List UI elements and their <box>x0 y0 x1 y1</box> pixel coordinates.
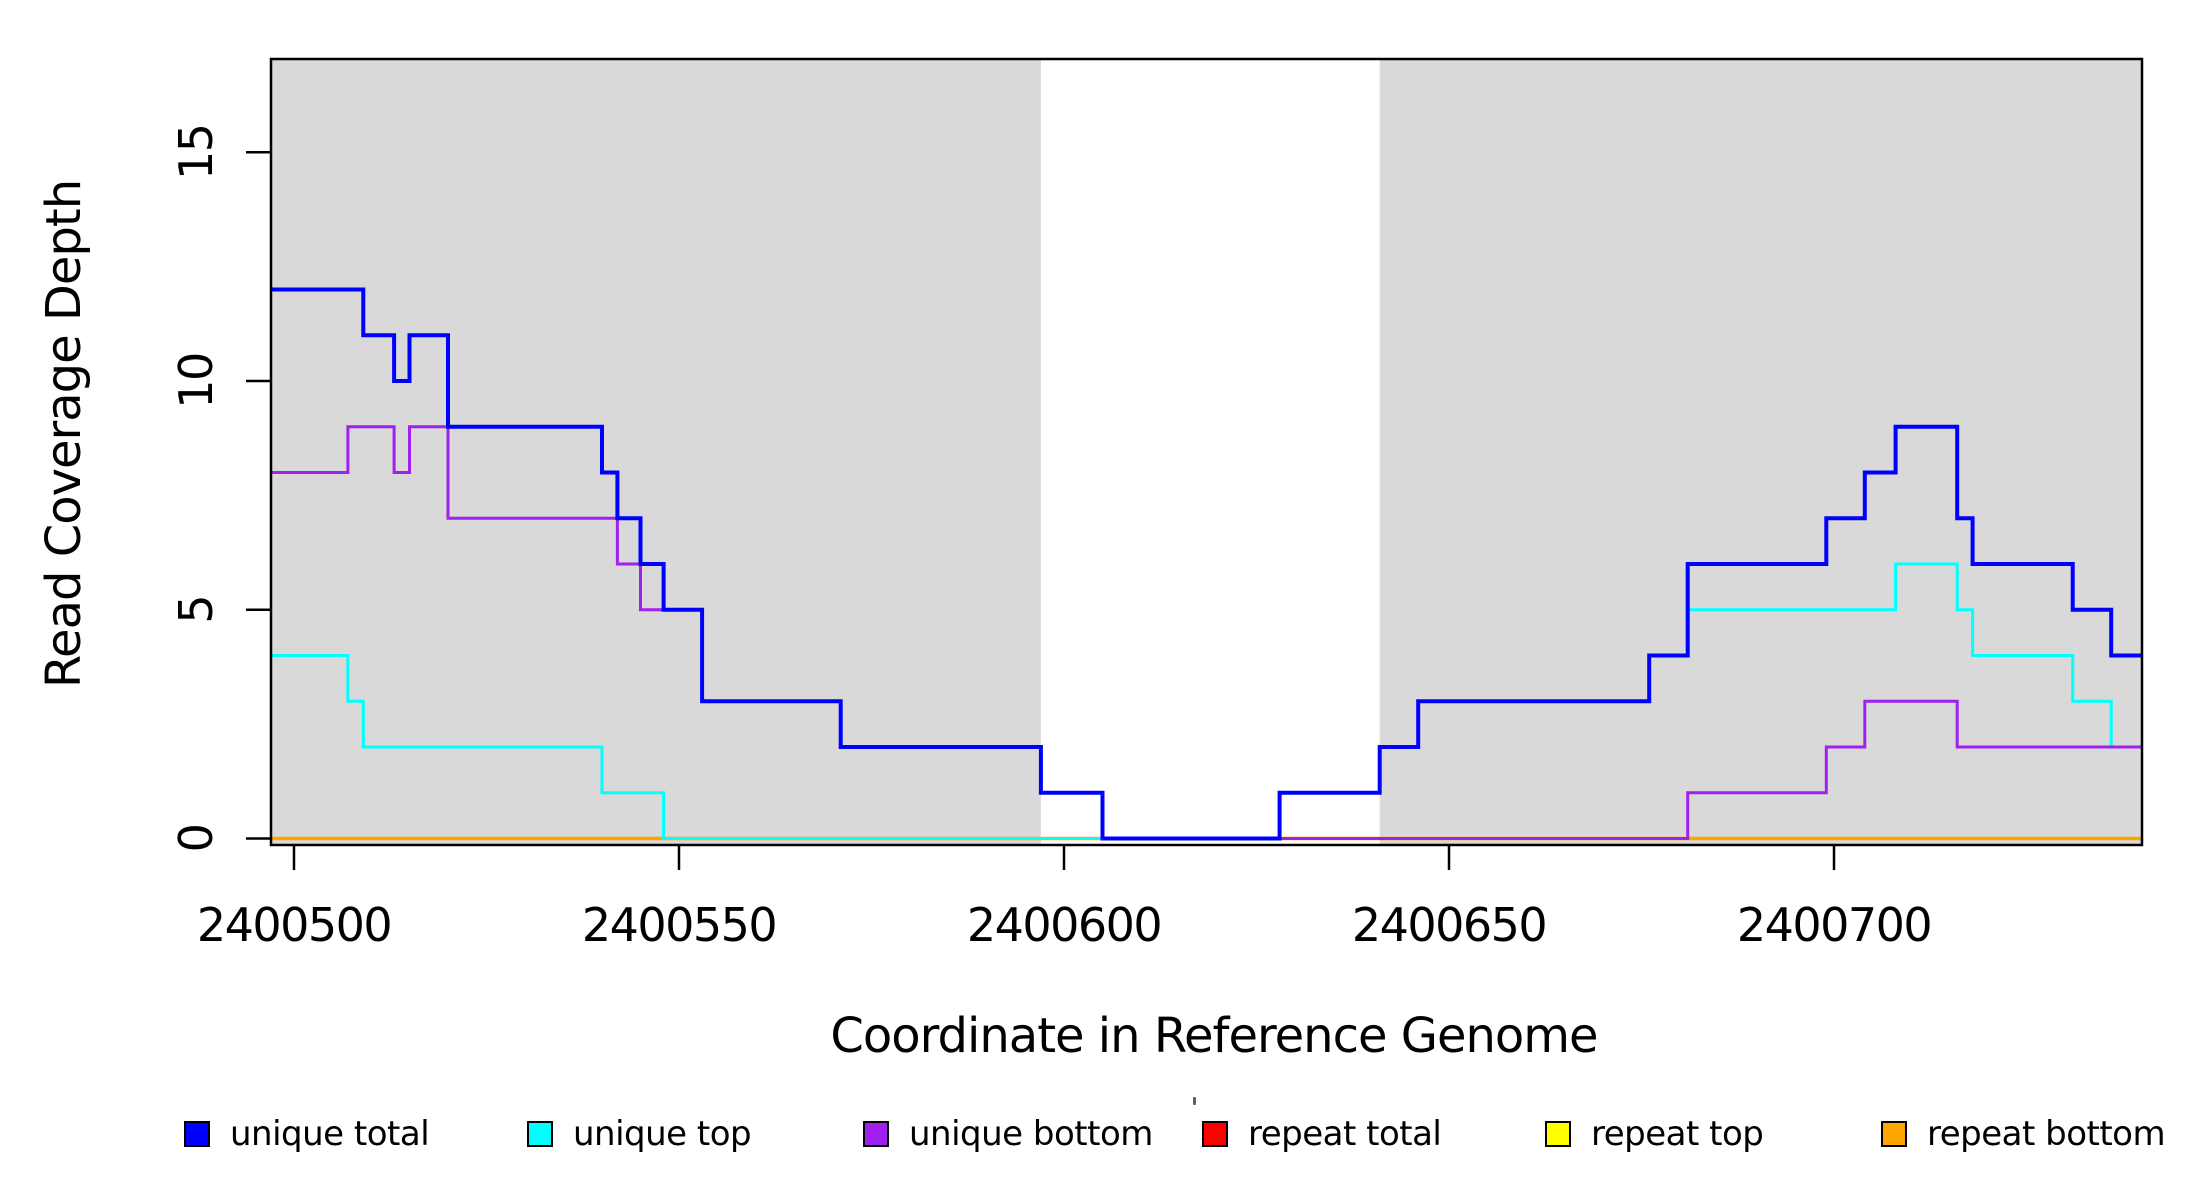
x-axis-title: Coordinate in Reference Genome <box>830 1008 1598 1064</box>
y-axis-title: Read Coverage Depth <box>36 179 92 689</box>
y-tick-label: 5 <box>169 596 223 624</box>
x-tick-label: 2400500 <box>197 898 391 952</box>
y-tick-label: 10 <box>169 353 223 409</box>
x-tick-label: 2400700 <box>1737 898 1931 952</box>
x-tick-label: 2400650 <box>1352 898 1546 952</box>
shaded-region-band <box>1379 60 2141 844</box>
series-line-unique-total <box>270 287 2142 841</box>
plot-border <box>269 57 2144 847</box>
x-tick-label: 2400550 <box>582 898 776 952</box>
stray-mark-artifact <box>1193 1097 1196 1105</box>
x-tick-label: 2400600 <box>967 898 1161 952</box>
y-tick-label: 0 <box>169 825 223 853</box>
shaded-region-band <box>272 60 1041 844</box>
y-tick-label: 15 <box>169 124 223 180</box>
